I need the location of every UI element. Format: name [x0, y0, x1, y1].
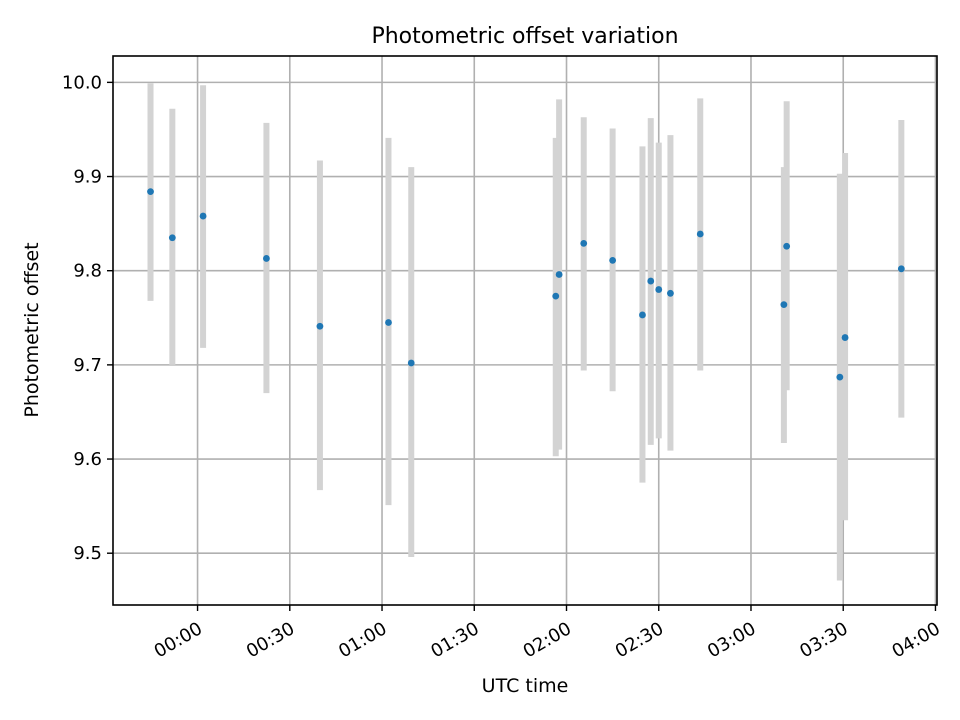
data-point	[263, 255, 270, 262]
y-tick-label: 9.9	[73, 167, 102, 188]
y-tick-label: 9.5	[73, 543, 102, 564]
data-point	[639, 311, 646, 319]
chart-title: Photometric offset variation	[371, 24, 678, 49]
data-point	[168, 234, 176, 242]
y-tick-label: 10.0	[62, 72, 102, 93]
y-axis-ticks: 9.5 9.6 9.7 9.8 9.9 10.0	[62, 72, 113, 564]
data-point	[696, 230, 704, 238]
data-point	[555, 271, 563, 278]
y-tick-label: 9.6	[73, 449, 102, 470]
data-point	[780, 301, 788, 309]
x-axis-label: UTC time	[482, 675, 569, 697]
data-point	[647, 277, 655, 285]
data-point	[655, 286, 663, 293]
data-point	[783, 242, 791, 250]
y-tick-label: 9.8	[73, 261, 102, 282]
y-axis-label: Photometric offset	[21, 242, 43, 417]
data-point	[407, 359, 415, 367]
data-point	[609, 256, 617, 264]
y-tick-label: 9.7	[73, 355, 102, 376]
data-point	[552, 292, 560, 300]
data-point	[199, 212, 207, 220]
data-point	[841, 334, 849, 341]
data-point	[667, 289, 674, 297]
data-point	[897, 265, 905, 273]
data-point	[580, 239, 588, 247]
data-point	[385, 319, 392, 326]
data-point	[147, 188, 154, 196]
data-points	[147, 188, 905, 381]
data-point	[836, 373, 844, 381]
data-point	[316, 322, 324, 330]
plot-frame	[112, 55, 938, 606]
